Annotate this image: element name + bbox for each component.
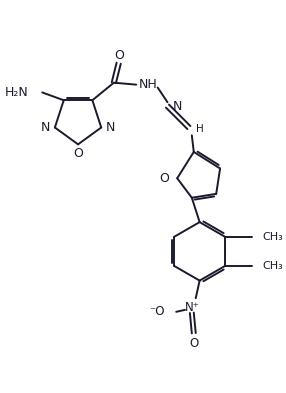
Text: NH: NH — [139, 78, 157, 91]
Text: CH₃: CH₃ — [262, 232, 283, 242]
Text: H₂N: H₂N — [5, 86, 29, 99]
Text: CH₃: CH₃ — [262, 261, 283, 271]
Text: O: O — [115, 49, 125, 62]
Text: O: O — [189, 336, 198, 349]
Text: N: N — [106, 121, 116, 134]
Text: O: O — [73, 147, 83, 160]
Text: O: O — [160, 172, 169, 185]
Text: N: N — [41, 121, 50, 134]
Text: H: H — [196, 125, 203, 134]
Text: N: N — [172, 99, 182, 113]
Text: N⁺: N⁺ — [184, 301, 199, 314]
Text: ⁻O: ⁻O — [149, 305, 164, 318]
